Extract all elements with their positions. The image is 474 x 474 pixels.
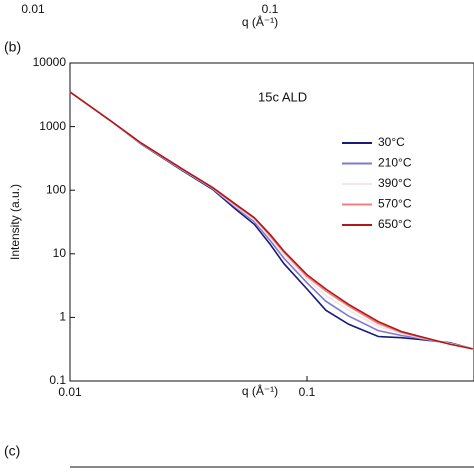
series-line <box>69 91 473 350</box>
prev-x-tick: 0.1 <box>262 2 279 16</box>
x-tick-label: 0.01 <box>58 385 82 399</box>
x-label: q (Å⁻¹) <box>242 383 278 398</box>
annotation: 15c ALD <box>258 89 307 104</box>
series-line <box>69 91 473 350</box>
prev-x-label: q (Å⁻¹) <box>242 14 278 29</box>
legend-label: 390°C <box>378 176 412 190</box>
y-tick-label: 10000 <box>33 55 67 69</box>
series-line <box>69 91 473 350</box>
y-label: Intensity (a.u.) <box>8 184 22 260</box>
legend-label: 210°C <box>378 156 412 170</box>
y-tick-label: 100 <box>46 182 66 196</box>
y-tick-label: 1000 <box>39 119 66 133</box>
series-line <box>69 91 473 350</box>
plot-frame <box>69 62 474 382</box>
series-line <box>69 91 473 350</box>
panel-label: (b) <box>4 39 21 55</box>
panel-label: (c) <box>4 443 20 459</box>
prev-x-tick: 0.01 <box>21 2 45 16</box>
legend-label: 570°C <box>378 197 412 211</box>
x-tick-label: 0.1 <box>299 385 316 399</box>
legend-label: 650°C <box>378 217 412 231</box>
y-tick-label: 0.1 <box>49 373 66 387</box>
legend-label: 30°C <box>378 135 405 149</box>
y-tick-label: 1 <box>59 310 66 324</box>
y-tick-label: 10 <box>53 246 67 260</box>
